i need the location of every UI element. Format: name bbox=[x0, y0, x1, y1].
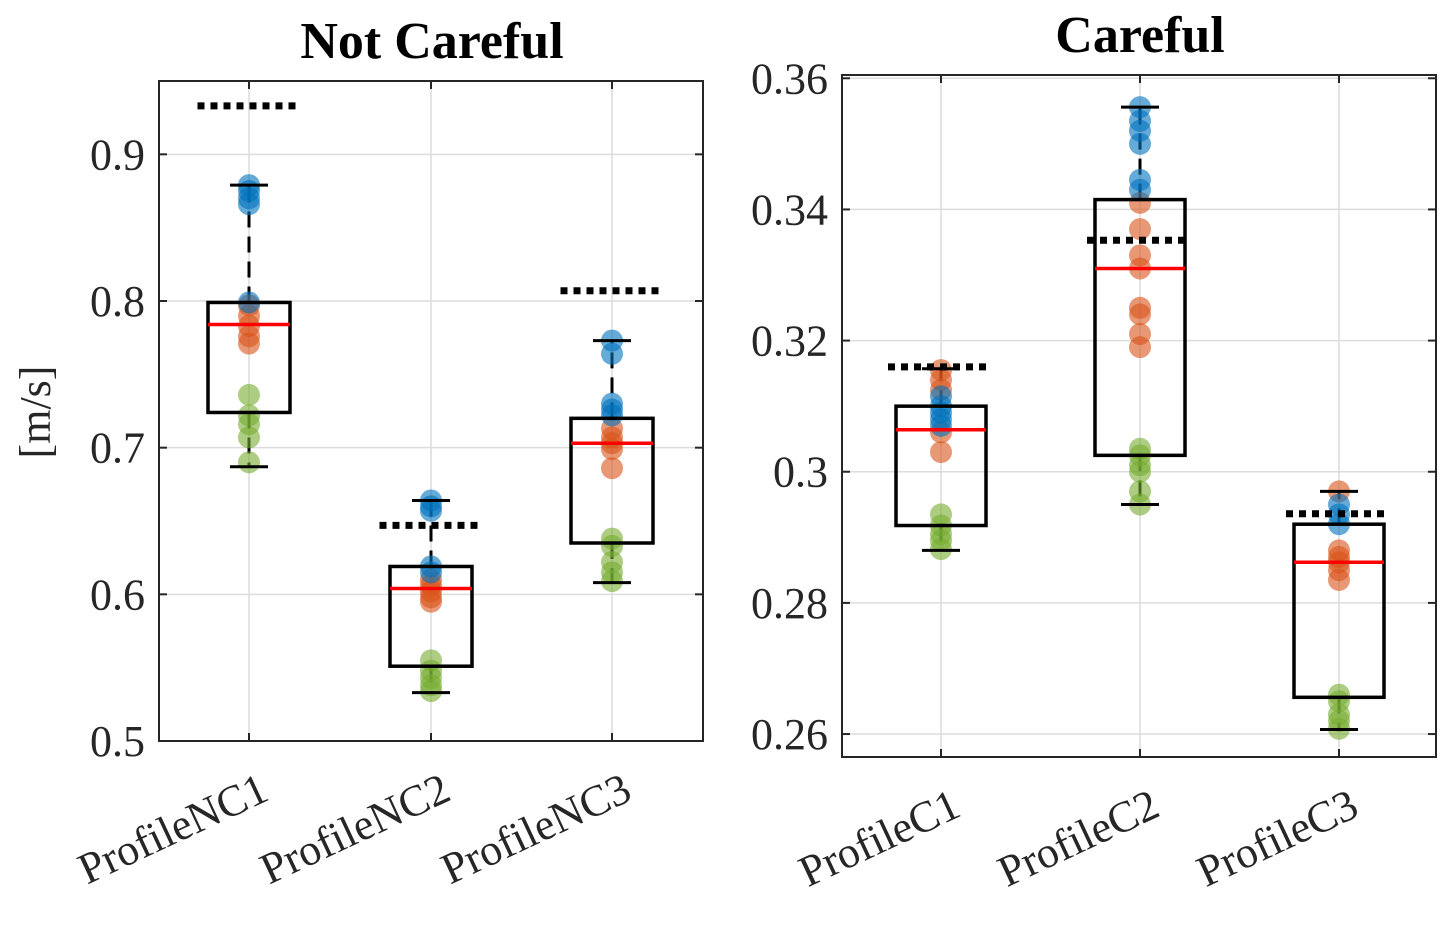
orange-data-point bbox=[601, 438, 623, 461]
careful-panel: Careful 0.26 0.28 0.3 0.32 0.34 0.36 ProfileC… bbox=[751, 7, 1437, 896]
x-tick-labels: ProfileC1 ProfileC2 ProfileC3 bbox=[791, 75, 1365, 896]
green-data-point bbox=[238, 451, 260, 474]
not-careful-panel: Not Careful [m/s] 0.5 0.6 0.7 0.8 0.9 Profil… bbox=[11, 13, 704, 894]
x-tick-label: ProfileC2 bbox=[990, 780, 1166, 897]
orange-data-point bbox=[930, 441, 952, 464]
y-tick-label: 0.6 bbox=[90, 570, 145, 619]
box bbox=[894, 404, 988, 528]
orange-data-point bbox=[1129, 336, 1151, 359]
plot-marks bbox=[888, 96, 1390, 740]
green-data-point bbox=[238, 426, 260, 449]
blue-data-point bbox=[601, 404, 623, 427]
y-tick-label: 0.7 bbox=[90, 424, 145, 473]
y-tick-label: 0.9 bbox=[90, 130, 145, 179]
blue-data-point bbox=[1129, 132, 1151, 155]
y-tick-label: 0.26 bbox=[751, 710, 828, 759]
box bbox=[1093, 197, 1187, 458]
panel-title: Careful bbox=[1055, 7, 1224, 64]
orange-data-point bbox=[1328, 568, 1350, 591]
box bbox=[1292, 522, 1386, 700]
green-data-point bbox=[238, 383, 260, 406]
orange-data-point bbox=[601, 457, 623, 480]
y-tick-label: 0.5 bbox=[90, 717, 145, 766]
y-tick-label: 0.34 bbox=[751, 185, 828, 234]
x-tick-label: ProfileC3 bbox=[1189, 780, 1365, 897]
green-data-point bbox=[1129, 460, 1151, 483]
x-tick-label: ProfileNC2 bbox=[253, 764, 458, 894]
y-tick-labels: 0.5 0.6 0.7 0.8 0.9 bbox=[90, 130, 703, 766]
y-tick-label: 0.8 bbox=[90, 277, 145, 326]
green-data-point bbox=[601, 534, 623, 557]
orange-data-point bbox=[238, 332, 260, 355]
y-tick-label: 0.36 bbox=[751, 54, 828, 103]
y-tick-label: 0.3 bbox=[773, 448, 828, 497]
orange-data-point bbox=[1129, 218, 1151, 241]
plot-marks bbox=[197, 102, 662, 703]
blue-data-point bbox=[238, 193, 260, 216]
blue-data-point bbox=[420, 561, 442, 584]
panel-title: Not Careful bbox=[300, 13, 563, 70]
y-tick-labels: 0.26 0.28 0.3 0.32 0.34 0.36 bbox=[751, 54, 1436, 759]
blue-data-point bbox=[601, 342, 623, 365]
box bbox=[388, 564, 474, 668]
x-tick-label: ProfileNC3 bbox=[434, 764, 639, 894]
blue-data-point bbox=[930, 414, 952, 437]
y-axis-label: [m/s] bbox=[11, 366, 60, 459]
blue-data-point bbox=[1129, 178, 1151, 201]
x-tick-label: ProfileNC1 bbox=[71, 764, 276, 894]
box bbox=[206, 300, 292, 415]
y-tick-label: 0.28 bbox=[751, 579, 828, 628]
orange-data-point bbox=[1129, 303, 1151, 326]
x-tick-label: ProfileC1 bbox=[791, 780, 967, 897]
blue-data-point bbox=[420, 499, 442, 522]
orange-data-point bbox=[420, 590, 442, 613]
box bbox=[569, 416, 655, 545]
y-tick-label: 0.32 bbox=[751, 317, 828, 366]
